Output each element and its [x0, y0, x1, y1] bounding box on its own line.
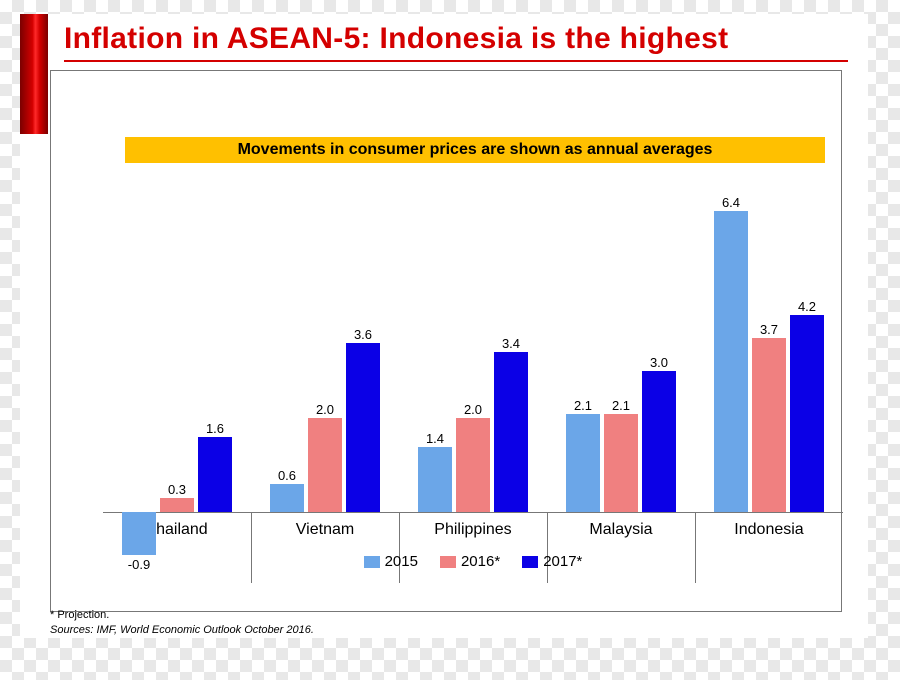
bar	[418, 447, 452, 513]
bar	[160, 498, 194, 512]
legend-item: 2015	[364, 553, 418, 570]
legend: 2015 2016* 2017*	[103, 553, 843, 570]
category-label: Vietnam	[251, 521, 399, 539]
value-label: 3.4	[494, 336, 528, 351]
source-label: Sources:	[50, 624, 93, 636]
bar	[790, 315, 824, 513]
legend-item: 2017*	[522, 553, 582, 570]
value-label: 2.0	[456, 402, 490, 417]
value-label: 2.0	[308, 402, 342, 417]
bar	[642, 371, 676, 512]
title-underline	[64, 60, 848, 62]
bar	[270, 484, 304, 512]
bar	[494, 352, 528, 512]
bar	[346, 343, 380, 512]
bar	[122, 512, 156, 554]
chart-plot-area: Thailand-0.90.31.6Vietnam0.62.03.6Philip…	[103, 183, 843, 583]
bar	[566, 414, 600, 513]
value-label: 0.3	[160, 482, 194, 497]
footnotes: * Projection. Sources: IMF, World Econom…	[50, 608, 314, 638]
category-label: Philippines	[399, 521, 547, 539]
category-label: Malaysia	[547, 521, 695, 539]
title-block: Inflation in ASEAN-5: Indonesia is the h…	[64, 22, 848, 62]
legend-label: 2015	[385, 553, 418, 570]
value-label: 2.1	[604, 398, 638, 413]
value-label: 0.6	[270, 468, 304, 483]
source-text: IMF, World Economic Outlook October 2016…	[93, 624, 314, 636]
value-label: 3.0	[642, 355, 676, 370]
value-label: 3.7	[752, 322, 786, 337]
legend-swatch	[364, 556, 380, 568]
bar	[308, 418, 342, 512]
chart-frame: Movements in consumer prices are shown a…	[50, 70, 842, 612]
value-label: 1.6	[198, 421, 232, 436]
bar	[198, 437, 232, 512]
bar	[714, 211, 748, 512]
value-label: 2.1	[566, 398, 600, 413]
baseline-axis	[103, 512, 843, 513]
bar	[752, 338, 786, 512]
chart-subtitle: Movements in consumer prices are shown a…	[125, 137, 825, 163]
slide: Inflation in ASEAN-5: Indonesia is the h…	[20, 14, 868, 638]
value-label: 4.2	[790, 299, 824, 314]
bar	[604, 414, 638, 513]
value-label: 3.6	[346, 327, 380, 342]
legend-label: 2016*	[461, 553, 500, 570]
red-accent-bar	[20, 14, 48, 134]
bar	[456, 418, 490, 512]
legend-swatch	[522, 556, 538, 568]
legend-item: 2016*	[440, 553, 500, 570]
legend-swatch	[440, 556, 456, 568]
page-title: Inflation in ASEAN-5: Indonesia is the h…	[64, 22, 848, 56]
value-label: 1.4	[418, 431, 452, 446]
projection-note: * Projection.	[50, 608, 314, 623]
category-label: Indonesia	[695, 521, 843, 539]
value-label: 6.4	[714, 195, 748, 210]
legend-label: 2017*	[543, 553, 582, 570]
